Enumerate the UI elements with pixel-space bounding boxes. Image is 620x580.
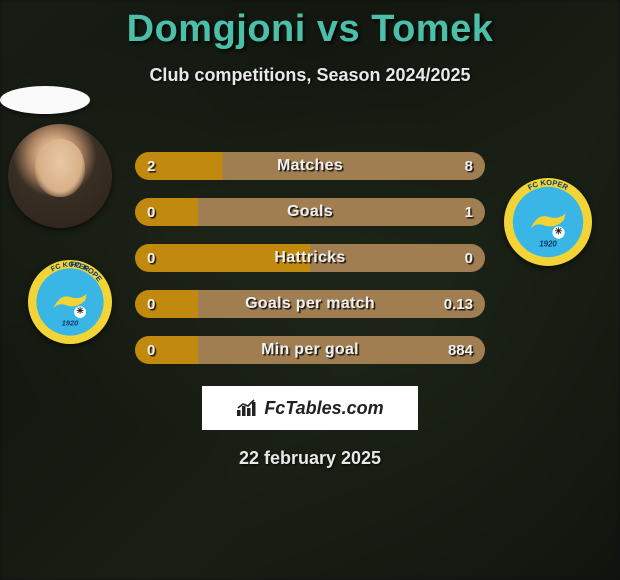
stat-right-value: 0.13	[444, 296, 473, 313]
content-wrapper: Domgjoni vs Tomek Club competitions, Sea…	[0, 0, 620, 580]
svg-text:1920: 1920	[62, 319, 80, 328]
page-title: Domgjoni vs Tomek	[0, 8, 620, 51]
stat-row: 2 Matches 8	[135, 152, 485, 180]
watermark-text: FcTables.com	[264, 398, 383, 419]
stat-right-value: 0	[465, 250, 473, 267]
stat-right-value: 1	[465, 204, 473, 221]
club-crest-icon: 1920 FC KOPER	[504, 178, 592, 266]
player1-avatar	[8, 124, 112, 228]
stat-left-value: 0	[147, 250, 155, 267]
stat-left-value: 0	[147, 342, 155, 359]
stat-right-value: 884	[448, 342, 473, 359]
svg-text:1920: 1920	[539, 240, 557, 249]
stat-right-value: 8	[465, 158, 473, 175]
stat-row: 0 Goals 1	[135, 198, 485, 226]
player2-avatar-placeholder	[0, 86, 90, 114]
stat-row: 0 Min per goal 884	[135, 336, 485, 364]
stat-row: 0 Goals per match 0.13	[135, 290, 485, 318]
stat-row: 0 Hattricks 0	[135, 244, 485, 272]
watermark: FcTables.com	[202, 386, 418, 430]
stat-label: Goals	[287, 203, 333, 221]
bar-chart-icon	[236, 399, 258, 417]
stat-label: Hattricks	[274, 249, 345, 267]
stat-label: Matches	[277, 157, 343, 175]
club-crest-icon: 1920 FC KOPER FC KOPER	[28, 260, 112, 344]
date-text: 22 february 2025	[0, 448, 620, 469]
stat-left-value: 2	[147, 158, 155, 175]
stat-label: Goals per match	[245, 295, 375, 313]
player2-club-badge: 1920 FC KOPER	[504, 178, 592, 266]
subtitle: Club competitions, Season 2024/2025	[0, 65, 620, 86]
stat-label: Min per goal	[261, 341, 359, 359]
player1-club-badge: 1920 FC KOPER FC KOPER	[28, 260, 112, 344]
stat-left-value: 0	[147, 296, 155, 313]
stat-left-value: 0	[147, 204, 155, 221]
